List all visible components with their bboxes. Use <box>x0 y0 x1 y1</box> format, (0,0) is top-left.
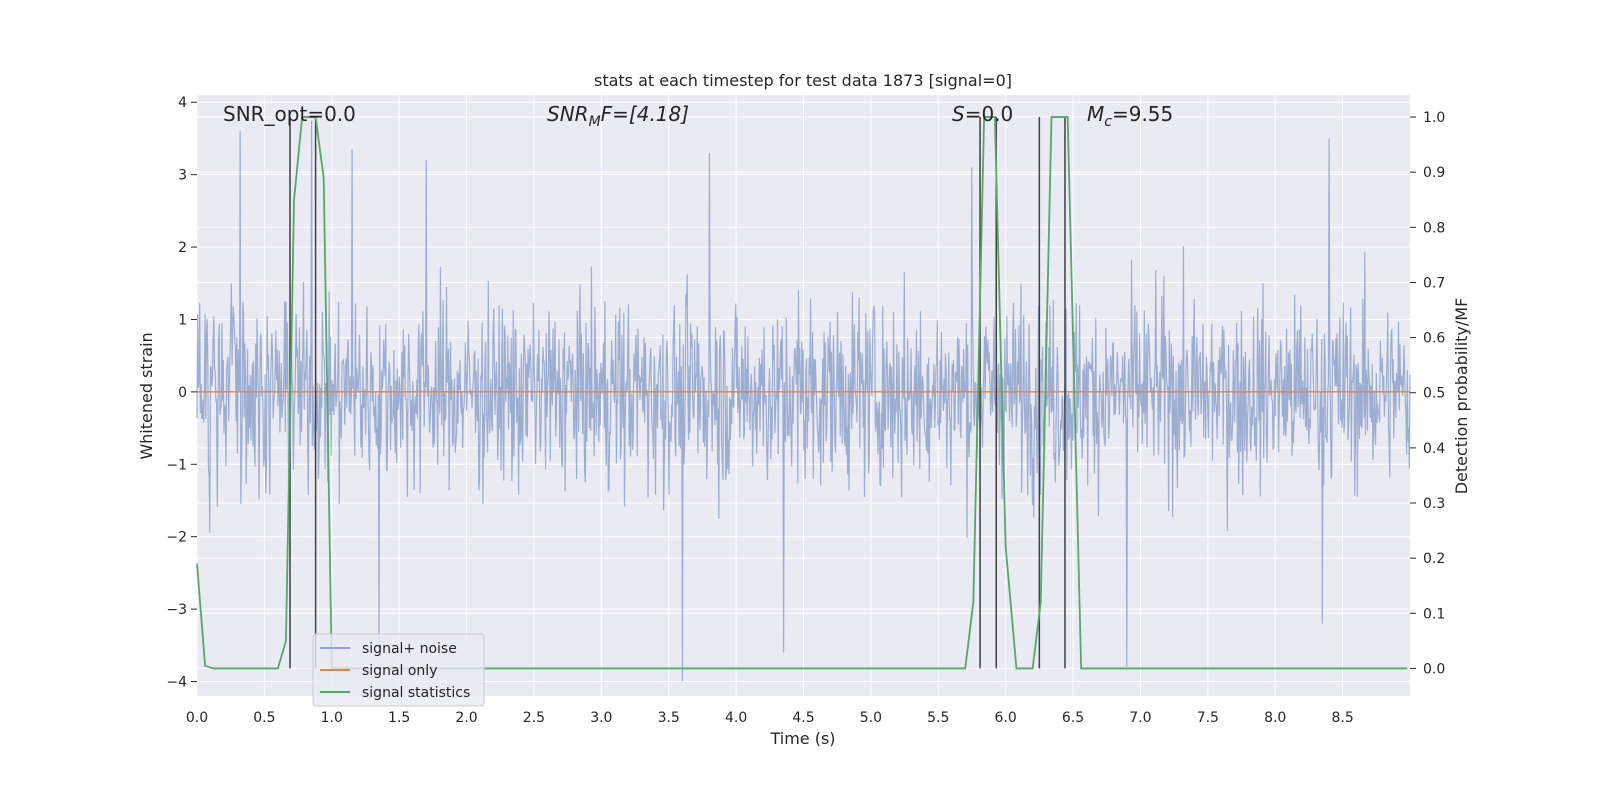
x-tick-label-6: 3.0 <box>590 710 612 726</box>
x-tick-label-2: 1.0 <box>321 710 343 726</box>
y-tick-label-4: 0 <box>178 385 187 401</box>
x-tick-label-17: 8.5 <box>1331 710 1353 726</box>
s-label: S <box>952 102 965 126</box>
y2-tick-label-3: 0.3 <box>1423 496 1445 512</box>
x-tick-label-5: 2.5 <box>523 710 545 726</box>
series-signal-plus-noise <box>196 120 1411 682</box>
y2-tick-label-0: 0.0 <box>1423 661 1445 677</box>
y2-tick-label-4: 0.4 <box>1423 441 1445 457</box>
y-tick-labels: −4 −3 −2 −1 0 1 2 3 4 <box>166 95 197 691</box>
mc-annotation: Mc=9.55 <box>1087 102 1173 130</box>
x-tick-label-12: 6.0 <box>995 710 1017 726</box>
signal-plus-noise-line <box>196 120 1411 682</box>
y-tick-label-3: −1 <box>166 457 187 473</box>
x-tick-label-9: 4.5 <box>792 710 814 726</box>
x-tick-label-13: 6.5 <box>1062 710 1084 726</box>
legend-label-signal-only: signal only <box>362 663 437 679</box>
snr-opt-annotation: SNR_opt=0.0 <box>223 102 356 126</box>
y2-tick-label-1: 0.1 <box>1423 606 1445 622</box>
x-tick-labels: 0.0 0.5 1.0 1.5 2.0 2.5 3.0 3.5 4.0 4.5 5.0 5.5 6.0 6… <box>186 710 1354 726</box>
chart-title: stats at each timestep for test data 187… <box>594 71 1012 90</box>
y-tick-label-0: −4 <box>166 675 187 691</box>
y2-tick-label-5: 0.5 <box>1423 386 1445 402</box>
x-tick-label-14: 7.0 <box>1129 710 1151 726</box>
legend-box <box>312 633 485 707</box>
y-tick-label-2: −2 <box>166 530 187 546</box>
y2-tick-label-8: 0.8 <box>1423 220 1445 236</box>
x-tick-label-10: 5.0 <box>860 710 882 726</box>
legend-label-signal-plus-noise: signal+ noise <box>362 641 457 657</box>
snr-mf-annotation: SNRMF=[4.18] <box>547 102 689 130</box>
legend-label-signal-statistics: signal statistics <box>362 685 470 701</box>
x-tick-label-16: 8.0 <box>1264 710 1286 726</box>
mc-value: =9.55 <box>1112 102 1173 126</box>
x-axis-label: Time (s) <box>769 729 835 748</box>
s-annotation: S=0.0 <box>952 102 1013 126</box>
snr-mf-prefix: SNR <box>547 102 589 126</box>
y2-tick-label-9: 0.9 <box>1423 165 1445 181</box>
snr-mf-rest: F=[4.18] <box>601 102 689 126</box>
y-tick-label-8: 4 <box>178 95 187 111</box>
signal-statistics-line <box>196 116 1408 670</box>
mc-subscript: c <box>1104 114 1112 130</box>
x-tick-label-11: 5.5 <box>927 710 949 726</box>
x-tick-label-8: 4.0 <box>725 710 747 726</box>
x-tick-label-3: 1.5 <box>388 710 410 726</box>
x-tick-label-1: 0.5 <box>253 710 275 726</box>
y-axis-label: Whitened strain <box>137 332 156 459</box>
s-value: =0.0 <box>965 102 1014 126</box>
mc-label: M <box>1087 102 1104 126</box>
legend: signal+ noise signal only signal statist… <box>312 633 485 707</box>
x-tick-label-4: 2.0 <box>455 710 477 726</box>
y-tick-label-7: 3 <box>178 168 187 184</box>
y2-axis-label: Detection probability/MF <box>1452 298 1471 495</box>
y-tick-label-5: 1 <box>178 312 187 328</box>
snr-mf-subscript: M <box>589 114 601 130</box>
y2-tick-labels: 0.0 0.1 0.2 0.3 0.4 0.5 0.6 0.7 0.8 0.9 1.0 <box>1410 110 1445 677</box>
vertical-markers <box>289 117 1066 669</box>
y-tick-label-1: −3 <box>166 602 187 618</box>
x-tick-label-7: 3.5 <box>658 710 680 726</box>
x-tick-label-0: 0.0 <box>186 710 208 726</box>
y2-tick-label-6: 0.6 <box>1423 331 1445 347</box>
series-signal-statistics <box>196 116 1408 670</box>
y-tick-label-6: 2 <box>178 240 187 256</box>
y2-tick-label-2: 0.2 <box>1423 551 1445 567</box>
y2-tick-label-7: 0.7 <box>1423 275 1445 291</box>
y2-tick-label-10: 1.0 <box>1423 110 1445 126</box>
x-tick-label-15: 7.5 <box>1197 710 1219 726</box>
